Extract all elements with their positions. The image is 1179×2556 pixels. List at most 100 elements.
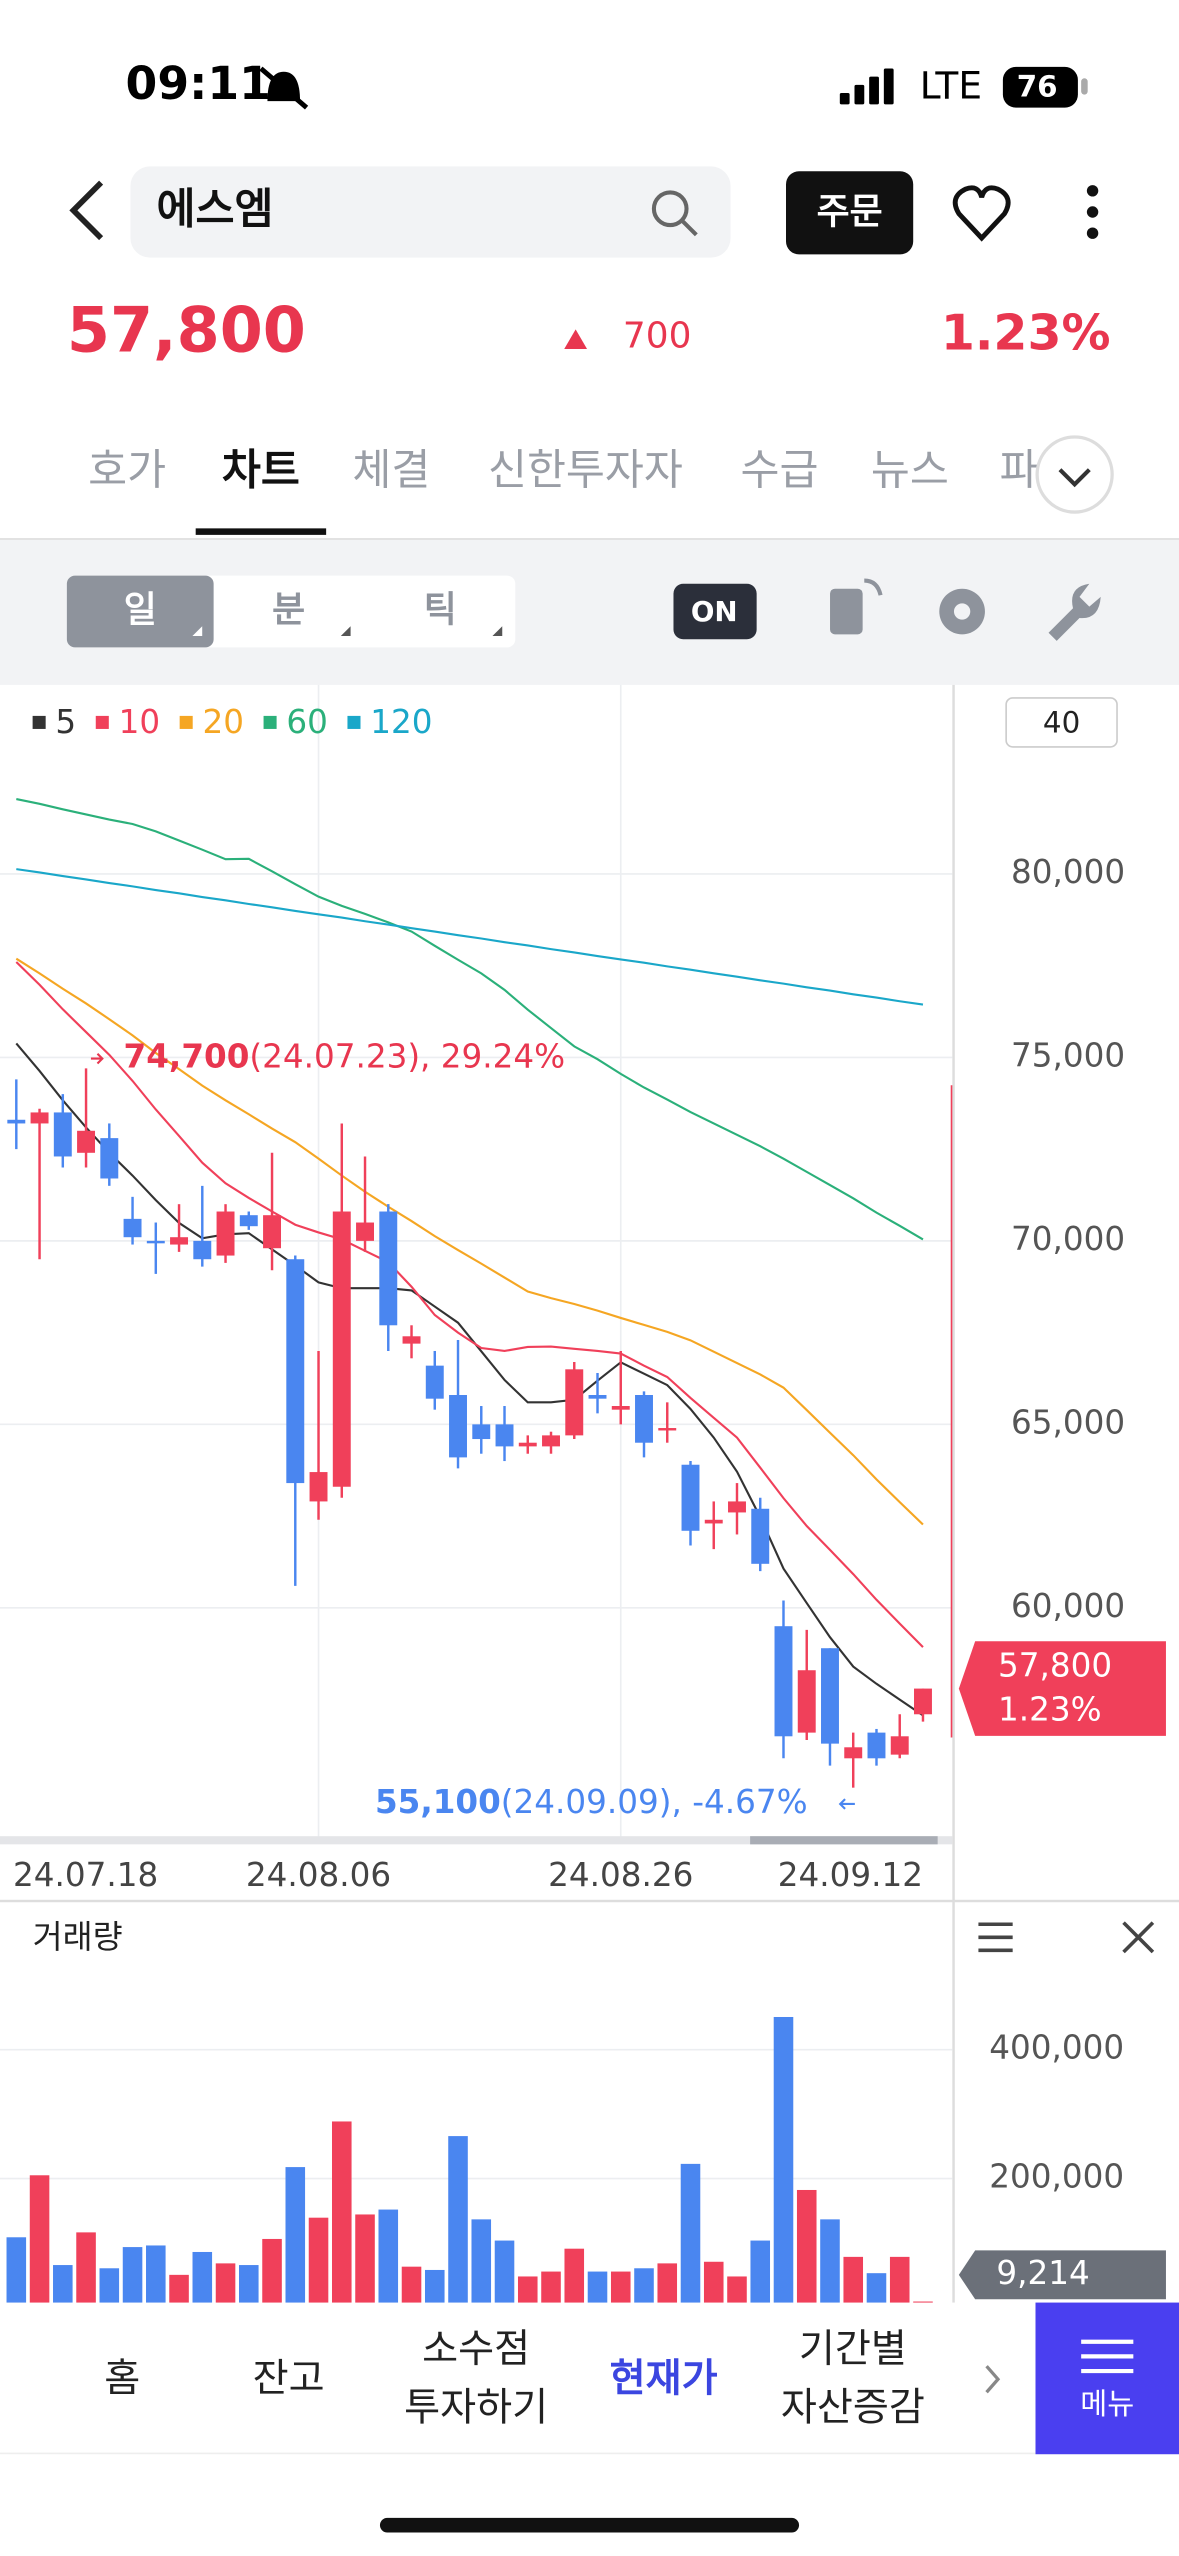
toggle[interactable] — [673, 583, 757, 640]
menu-label: 메뉴 — [1080, 2387, 1134, 2421]
candle-body — [379, 1211, 398, 1326]
tab[interactable]: 신한투자자 — [488, 445, 683, 494]
annotation-detail: (24.07.23), 29.24% — [249, 1038, 565, 1076]
legend-swatch — [263, 715, 277, 729]
tab[interactable]: 수급 — [740, 445, 818, 494]
annotation-detail: (24.09.09), -4.67% — [501, 1783, 808, 1821]
back-button[interactable] — [69, 180, 104, 241]
candle-body — [518, 1442, 537, 1447]
tab[interactable]: 호가 — [88, 445, 166, 494]
candle-body — [7, 1119, 26, 1124]
volume-bar — [843, 2256, 864, 2308]
candle-body — [728, 1501, 746, 1513]
volume-bar — [29, 2175, 50, 2308]
menu-button[interactable] — [1035, 2302, 1179, 2455]
count-box[interactable] — [1005, 697, 1118, 748]
candle-body — [844, 1747, 863, 1759]
tools-icon[interactable] — [1048, 583, 1101, 641]
volume-bar — [587, 2271, 608, 2308]
candle-body — [704, 1519, 723, 1524]
panel-close[interactable] — [1122, 1921, 1155, 1954]
candle-body — [402, 1336, 421, 1344]
volume-bar — [820, 2219, 840, 2308]
candle-body — [356, 1222, 374, 1241]
volume-bar — [657, 2263, 678, 2308]
volume-bar — [169, 2274, 189, 2308]
candle-body — [193, 1240, 212, 1260]
candle-body — [797, 1670, 816, 1733]
bottom-nav — [0, 2302, 1179, 2556]
settings-icon[interactable] — [939, 588, 985, 635]
annotation: 55,100(24.09.09), -4.67% — [375, 1783, 808, 1821]
nav-item[interactable]: 잔고 — [253, 2356, 325, 2401]
volume-bar — [378, 2209, 399, 2308]
nav-item[interactable]: 현재가 — [610, 2356, 718, 2401]
tab[interactable]: 뉴스 — [871, 445, 949, 494]
x-tick-label: 24.08.06 — [246, 1856, 391, 1894]
nav-item[interactable]: 홈 — [104, 2356, 140, 2401]
panel-menu[interactable] — [978, 1922, 1013, 1953]
battery — [1002, 66, 1078, 108]
nav-item[interactable]: 투자하기 — [404, 2386, 548, 2431]
more-button[interactable] — [1086, 185, 1099, 239]
y-tick-label: 75,000 — [1011, 1036, 1125, 1074]
moving-average — [15, 1042, 924, 1717]
candle-body — [472, 1424, 491, 1440]
y-tick-label: 80,000 — [1011, 853, 1125, 891]
search-box[interactable] — [130, 166, 731, 258]
tab[interactable]: 파 — [1000, 445, 1039, 494]
candle-body — [170, 1237, 189, 1245]
candle-body — [425, 1365, 444, 1399]
candle-body — [239, 1215, 258, 1227]
nav-item[interactable]: 자산증감 — [781, 2386, 925, 2431]
scroll-thumb[interactable] — [750, 1836, 938, 1845]
volume-bar — [703, 2261, 724, 2308]
legend-label: 5 — [55, 703, 76, 741]
volume-bar — [424, 2269, 445, 2308]
tab[interactable]: 체결 — [352, 445, 430, 494]
volume-bar — [680, 2163, 701, 2308]
favorite-button[interactable] — [952, 185, 1011, 242]
order-button[interactable] — [786, 171, 914, 255]
period[interactable]: 일 — [124, 590, 157, 631]
home-indicator — [379, 2517, 800, 2533]
tab-expand[interactable] — [1035, 435, 1114, 514]
moving-average — [16, 868, 924, 1006]
candle-body — [53, 1112, 72, 1157]
period[interactable]: 틱 — [424, 590, 457, 631]
candle-body — [100, 1138, 119, 1179]
volume-bar — [517, 2276, 538, 2308]
nav-item[interactable]: 소수점 — [422, 2327, 530, 2372]
copy-icon[interactable] — [830, 578, 883, 635]
period[interactable]: 분 — [272, 590, 305, 631]
candle-body — [890, 1736, 909, 1755]
signal-icon — [839, 68, 894, 105]
nav-item[interactable]: 기간별 — [799, 2327, 907, 2372]
volume-bar — [76, 2232, 96, 2308]
candle-body — [867, 1732, 886, 1759]
volume-bar — [796, 2189, 817, 2308]
nav-next[interactable] — [985, 2365, 1001, 2394]
visible-count: 40 — [1043, 706, 1080, 740]
tab[interactable]: 차트 — [222, 445, 300, 494]
candle-body — [263, 1215, 282, 1249]
volume-bar — [215, 2263, 236, 2308]
x-tick-label: 24.07.18 — [13, 1856, 158, 1894]
candle-body — [681, 1464, 700, 1531]
candle-body — [146, 1240, 165, 1244]
candle-body — [286, 1259, 305, 1484]
search-icon[interactable] — [651, 190, 698, 237]
candle-body — [309, 1472, 328, 1502]
battery-level: 76 — [1017, 70, 1058, 104]
volume-bar — [448, 2136, 468, 2308]
scrollbar[interactable] — [0, 1836, 953, 1845]
candle-body — [77, 1130, 96, 1153]
candle-body — [751, 1508, 770, 1564]
candle-body — [542, 1435, 560, 1447]
toggle-label: ON — [691, 595, 738, 628]
volume-bar — [727, 2276, 747, 2308]
panel-divider — [0, 1899, 1179, 1903]
change-rate: 1.23% — [941, 304, 1111, 361]
candle-body — [658, 1428, 677, 1431]
